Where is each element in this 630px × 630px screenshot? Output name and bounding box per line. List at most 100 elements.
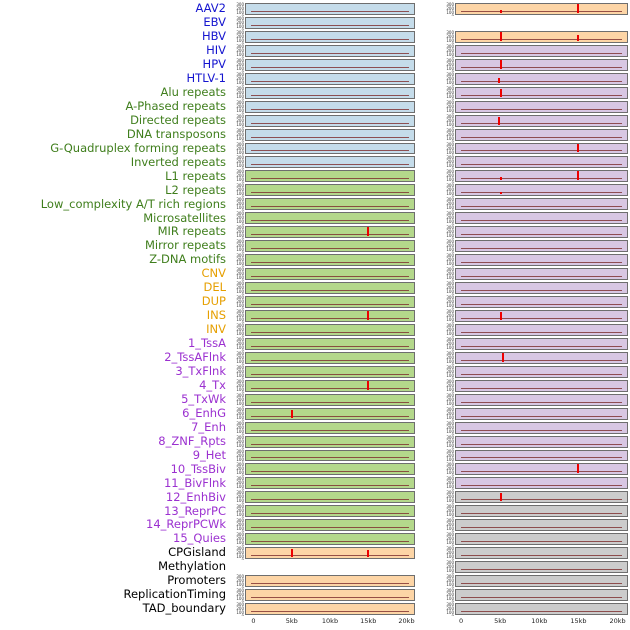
track-row: EBV3002001000 [0,16,628,30]
y-tick-label: 100 [446,414,454,420]
y-tick-label: 0 [451,140,454,141]
row-label: 11_BivFlnk [163,475,226,490]
row-label: 8_ZNF_Rpts [158,433,226,448]
row-label: DEL [203,280,226,295]
right-panel [455,575,628,588]
row-label: 14_ReprPCWk [146,517,226,532]
y-tick-label: 100 [236,177,244,183]
y-tick-label: 300 [236,420,244,426]
signal-baseline [461,122,622,124]
y-tick-label: 300 [236,85,244,91]
y-tick-label: 300 [236,43,244,49]
x-tick-label: 5kb [285,617,298,625]
x-tick-label: 10kb [321,617,339,625]
signal-baseline [251,583,409,585]
signal-baseline [461,331,622,333]
x-tick-label: 5kb [494,617,507,625]
row-label: AAV2 [195,1,226,16]
column-gap [415,393,440,407]
y-tick-label: 300 [236,253,244,259]
y-tick-label: 200 [446,33,454,39]
y-tick-label: 300 [236,141,244,147]
left-panel [245,3,415,15]
track-row: L2 repeats30020010003002001000 [0,183,628,197]
right-panel [455,393,628,406]
y-tick-label: 0 [451,475,454,476]
y-tick-label: 300 [236,308,244,314]
y-tick-label: 300 [236,406,244,412]
y-tick-label: 200 [446,536,454,542]
row-label: Promoters [167,573,226,588]
y-tick-label: 300 [446,546,454,552]
left-panel [245,407,415,420]
column-gap [415,128,440,142]
column-gap [415,504,440,518]
y-tick-label: 300 [236,127,244,133]
y-tick-label: 0 [241,503,244,504]
track-row: DUP30020010003002001000 [0,295,628,309]
row-label: A-Phased repeats [125,98,226,113]
y-tick-label: 300 [446,364,454,370]
left-panel [245,44,415,57]
track-row: Low_complexity A/T rich regions 300 200 100… [0,197,628,211]
row-label: ReplicationTiming [123,587,227,602]
signal-baseline [251,555,409,557]
left-panel [245,519,415,532]
signal-baseline [461,555,622,557]
y-tick-label: 200 [446,550,454,556]
right-panel [455,100,628,113]
y-tick-label: 200 [236,6,244,11]
y-tick-label: 300 [236,434,244,440]
signal-baseline [251,513,409,515]
y-tick-label: 0 [241,224,244,225]
y-tick-label: 100 [236,149,244,155]
row-label: HBV [201,29,226,44]
left-panel [245,533,415,546]
signal-spike [499,177,502,181]
row-label: G-Quadruplex forming repeats [50,140,226,155]
right-panel [455,142,628,155]
y-tick-label: 200 [446,354,454,360]
y-tick-label: 0 [451,531,454,532]
y-tick-label: 300 [236,574,244,580]
signal-baseline [461,457,622,459]
track-row: Directed repeats30020010003002001000 [0,114,628,128]
track-row: CNV30020010003002001000 [0,267,628,281]
y-tick-label: 0 [451,126,454,127]
signal-baseline [251,485,409,487]
signal-baseline [251,94,409,96]
signal-baseline [251,80,409,82]
signal-baseline [461,443,622,445]
y-tick-label: 0 [241,475,244,476]
right-panel [455,602,628,615]
signal-baseline [251,178,409,180]
y-tick-label: 100 [236,609,244,615]
x-tick-label: 0 [458,617,464,625]
track-row: 10_TssBiv30020010003002001000 [0,462,628,476]
y-tick-label: 200 [236,215,244,221]
signal-spike [577,464,580,474]
signal-baseline [251,24,409,26]
track-row: Mirror repeats30020010003002001000 [0,239,628,253]
signal-baseline [461,66,622,68]
y-tick-label: 0 [451,335,454,336]
y-tick-label: 0 [451,308,454,309]
left-panel [245,379,415,392]
track-row: Inverted repeats30020010003002001000 [0,155,628,169]
row-label: HPV [202,57,226,72]
left-panel [245,505,415,518]
y-tick-label: 200 [236,508,244,514]
signal-spike [366,311,369,320]
y-tick-label: 100 [236,247,244,253]
signal-spike [291,409,294,418]
y-tick-label: 200 [446,605,454,611]
y-tick-label: 200 [446,159,454,165]
signal-spike [499,311,502,320]
